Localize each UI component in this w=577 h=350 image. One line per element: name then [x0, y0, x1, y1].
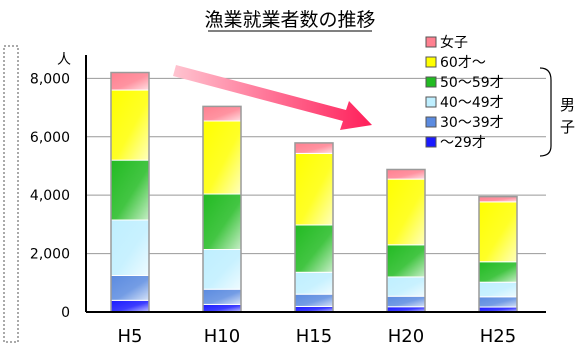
legend: 女子 60才～ 50～59才 40～49才 30～39才 ～29才 [425, 34, 504, 151]
bar-segment-shine [111, 90, 149, 161]
bar-segment-shine [111, 72, 149, 91]
y-unit-label: 人 [57, 52, 71, 68]
legend-swatch [425, 76, 437, 88]
y-tick-label: 4,000 [30, 188, 70, 204]
x-tick-label: H25 [480, 326, 516, 347]
legend-label: 女子 [440, 34, 468, 51]
y-tick-label: 0 [61, 305, 70, 321]
legend-swatch [425, 36, 437, 48]
legend-swatch [425, 136, 437, 148]
bar-segment-shine [479, 307, 517, 312]
bar-segment-shine [203, 289, 241, 305]
bar-segment-shine [295, 224, 333, 273]
x-tick-label: H20 [388, 326, 424, 347]
bar-segment-shine [203, 304, 241, 312]
legend-label: 30～39才 [440, 115, 504, 131]
bar-segment-shine [295, 294, 333, 307]
bar-segment-shine [295, 306, 333, 312]
axes [85, 55, 546, 313]
bar-segment-shine [111, 300, 149, 312]
x-ticks: H5 H10 H15 H20 H25 [118, 326, 517, 347]
legend-swatch [425, 116, 437, 128]
male-group-label: 男子 [560, 96, 575, 136]
y-tick-label: 2,000 [30, 247, 70, 263]
legend-label: 40～49才 [440, 95, 504, 111]
bar-segment-shine [479, 201, 517, 262]
bar-segment-shine [387, 306, 425, 312]
bar-segment-shine [203, 194, 241, 250]
bar-segment-shine [387, 296, 425, 307]
bar-segment-shine [387, 276, 425, 297]
left-dashed-frame [3, 45, 19, 343]
legend-label: ～29才 [440, 135, 486, 151]
legend-swatch [425, 56, 437, 68]
x-tick-label: H10 [204, 326, 240, 347]
bar-segment-shine [203, 121, 241, 195]
y-tick-label: 6,000 [30, 130, 70, 146]
trend-arrow [173, 65, 372, 130]
bar-segment-shine [295, 142, 333, 154]
legend-label: 50～59才 [440, 75, 504, 91]
bar-segment-shine [111, 160, 149, 221]
bar-segment-shine [203, 249, 241, 290]
legend-swatch [425, 96, 437, 108]
bar-segment-shine [387, 179, 425, 245]
bar-segment-shine [111, 220, 149, 276]
bar-segment-shine [295, 272, 333, 295]
bar-segment-shine [295, 153, 333, 225]
bar-segment-shine [479, 282, 517, 297]
y-ticks: 0 2,000 4,000 6,000 8,000 [30, 71, 70, 321]
bars [110, 71, 518, 313]
legend-bracket [539, 67, 552, 157]
bar-segment-shine [479, 296, 517, 308]
legend-label: 60才～ [440, 55, 486, 71]
bar-segment-shine [203, 106, 241, 122]
y-tick-label: 8,000 [30, 71, 70, 87]
chart-title: 漁業就業者数の推移 [204, 9, 375, 31]
x-tick-label: H5 [118, 326, 143, 347]
bar-segment-shine [111, 275, 149, 301]
bar-segment-shine [387, 244, 425, 277]
bar-segment-shine [479, 261, 517, 283]
bar-segment-shine [387, 169, 425, 180]
x-tick-label: H15 [296, 326, 332, 347]
bar-segment-shine [479, 196, 517, 202]
